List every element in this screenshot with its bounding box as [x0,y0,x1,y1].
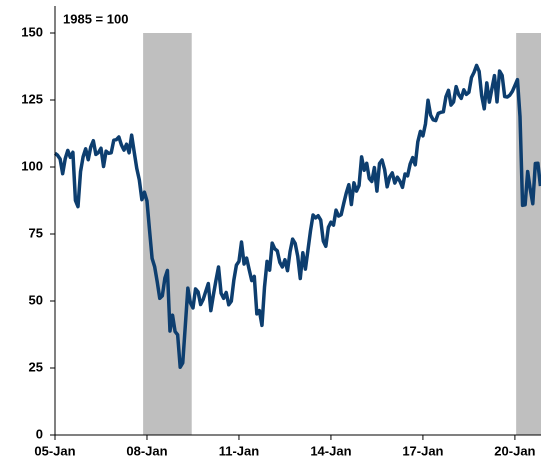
y-tick-label: 25 [29,359,43,374]
y-tick-label: 50 [29,292,43,307]
x-tick-label: 08-Jan [126,443,167,458]
x-tick-label: 17-Jan [402,443,443,458]
y-tick-label: 100 [21,158,43,173]
x-tick-label: 20-Jan [494,443,535,458]
y-tick-label: 75 [29,225,43,240]
x-tick-label: 11-Jan [219,443,260,458]
x-tick-label: 14-Jan [310,443,351,458]
y-tick-label: 125 [21,91,43,106]
x-tick-label: 05-Jan [34,443,75,458]
y-tick-label: 150 [21,24,43,39]
series-line [53,63,541,369]
annotation: 1985 = 100 [63,11,128,26]
y-tick-label: 0 [36,426,43,441]
